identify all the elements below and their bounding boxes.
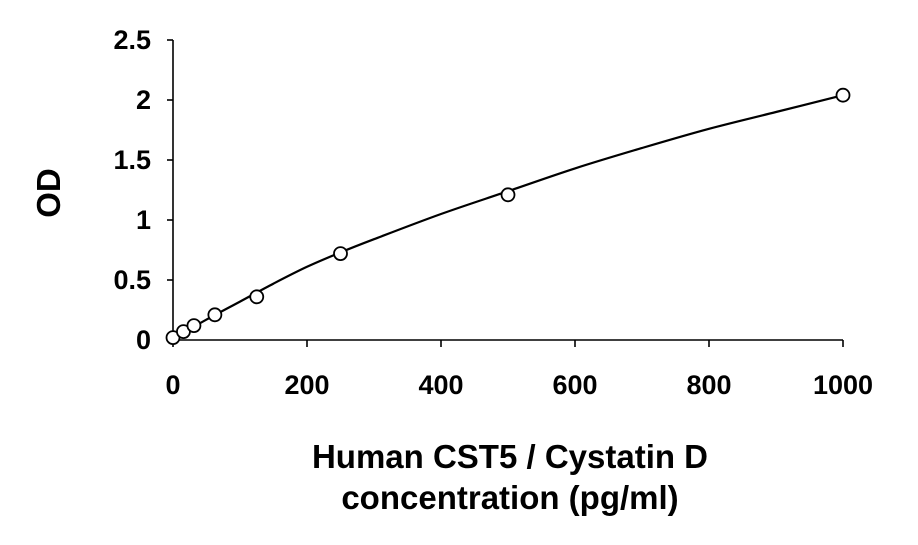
data-point (333, 246, 348, 262)
fit-curve-line (172, 94, 844, 340)
axes-layer (167, 39, 844, 347)
y-axis-title: OD (30, 168, 67, 218)
y-tick-label: 0.5 (113, 265, 151, 295)
y-tick-label: 2 (136, 85, 151, 115)
x-axis-title-line-1: Human CST5 / Cystatin D (312, 438, 708, 475)
data-point (207, 307, 223, 323)
labels-layer: OD Human CST5 / Cystatin D concentration… (30, 25, 873, 516)
data-point (500, 187, 516, 203)
data-point (249, 289, 265, 305)
x-tick-label: 0 (165, 370, 180, 400)
fit-curve-layer (172, 94, 844, 340)
data-point (835, 87, 851, 103)
x-tick-label: 400 (418, 370, 463, 400)
y-tick-label: 1 (136, 205, 151, 235)
y-tick-label: 0 (136, 325, 151, 355)
x-tick-label: 800 (686, 370, 731, 400)
x-tick-label: 600 (552, 370, 597, 400)
x-tick-label: 200 (284, 370, 329, 400)
x-tick-label: 1000 (813, 370, 873, 400)
x-axis-title-line-2: concentration (pg/ml) (341, 479, 678, 516)
data-points-layer (165, 87, 851, 346)
data-point (186, 318, 202, 334)
y-tick-label: 2.5 (113, 25, 151, 55)
y-tick-label: 1.5 (113, 145, 151, 175)
